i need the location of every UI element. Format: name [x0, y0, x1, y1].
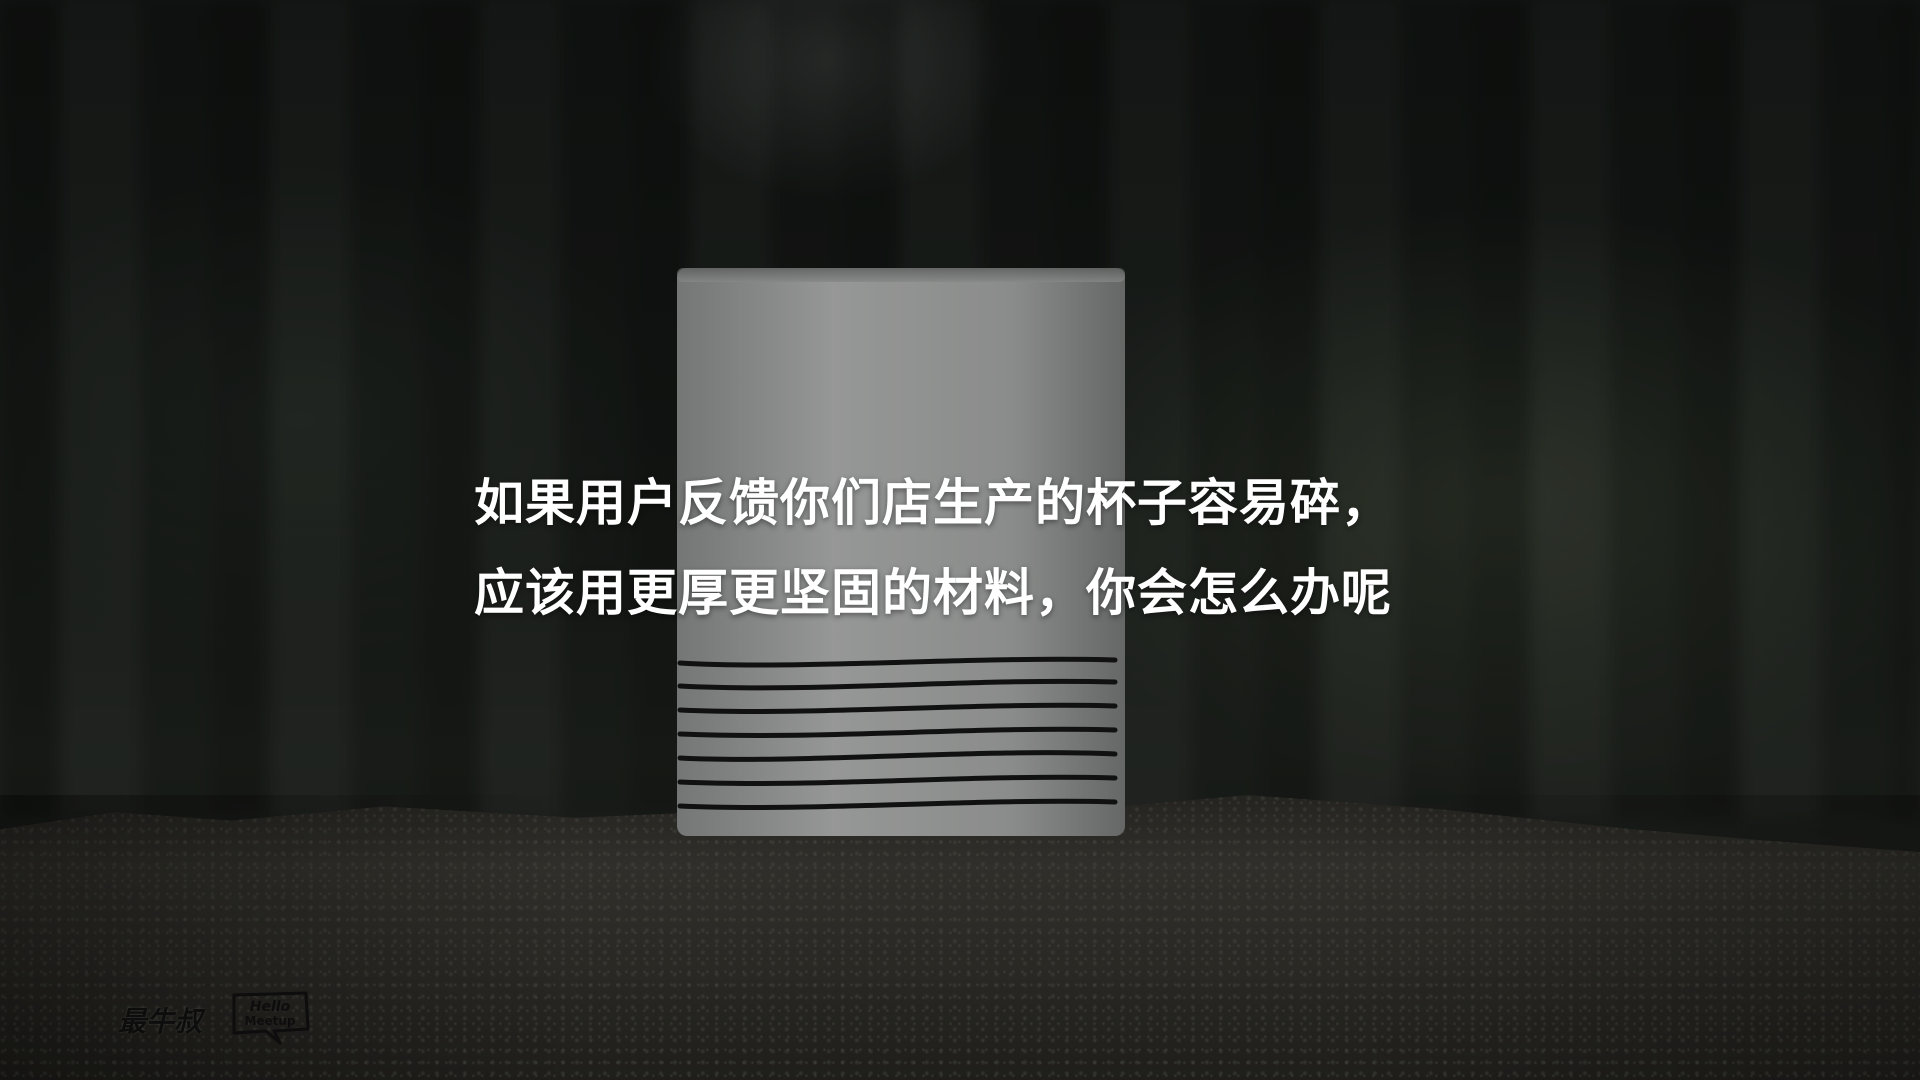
footer-logos: 最牛叔 Hello Meetup: [118, 990, 312, 1050]
hello-meetup-logo-icon: Hello Meetup: [228, 989, 312, 1051]
svg-text:Hello: Hello: [250, 999, 291, 1015]
mug-image: [675, 268, 1125, 838]
caption-line-1: 如果用户反馈你们店生产的杯子容易碎，: [474, 474, 1392, 532]
caption-line-2: 应该用更厚更坚固的材料，你会怎么办呢: [474, 564, 1392, 622]
tree-log: [0, 795, 1920, 1080]
svg-text:Meetup: Meetup: [244, 1014, 295, 1028]
slide-caption: 如果用户反馈你们店生产的杯子容易碎， 应该用更厚更坚固的材料，你会怎么办呢: [474, 458, 1474, 638]
brand-logo-cn: 最牛叔: [118, 1005, 203, 1038]
mug-icon: [677, 268, 1125, 836]
log-shade: [0, 795, 1920, 1080]
